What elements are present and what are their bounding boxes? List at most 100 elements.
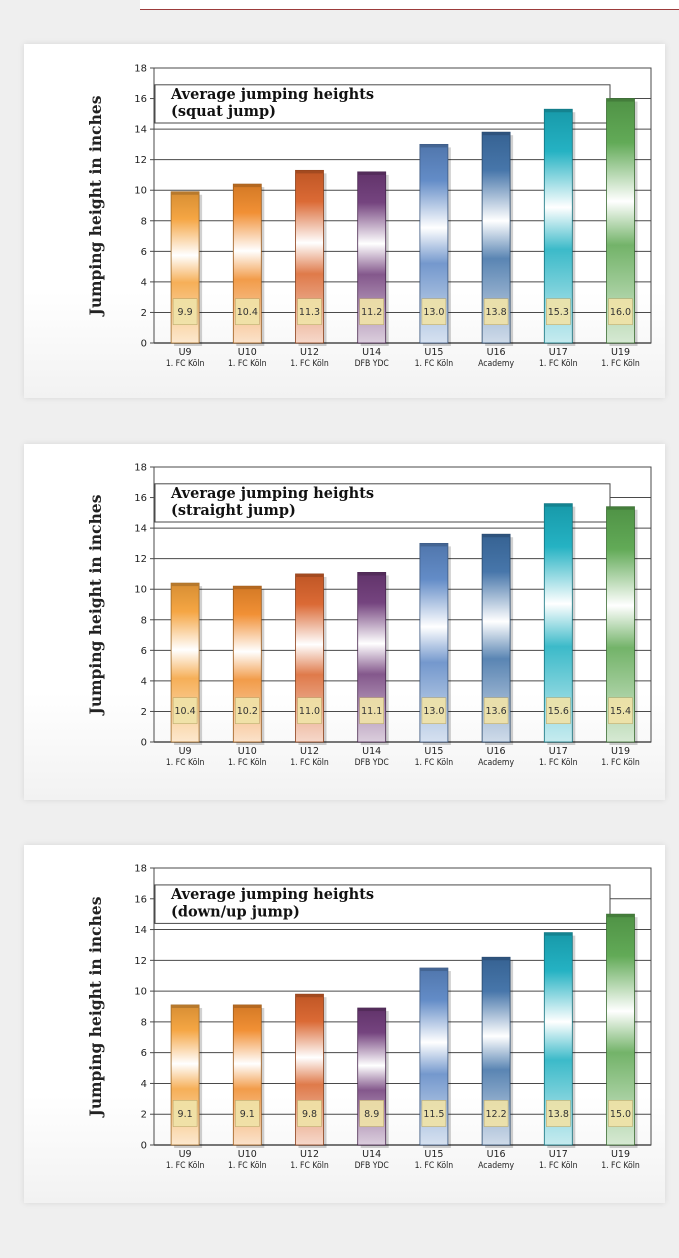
value-label: 10.4 <box>175 706 196 717</box>
chart-subtitle: (squat jump) <box>171 103 276 120</box>
value-label: 15.6 <box>548 706 569 717</box>
x-tick-sublabel: DFB YDC <box>355 1161 389 1171</box>
x-tick-sublabel: 1. FC Köln <box>290 758 329 768</box>
bar-cap <box>419 968 448 972</box>
value-label: 13.8 <box>548 1109 569 1120</box>
x-tick-label: U12 <box>300 347 319 358</box>
value-label-box <box>297 298 322 325</box>
x-tick-label: U19 <box>611 1149 630 1160</box>
value-label: 12.2 <box>486 1109 507 1120</box>
title-box <box>154 884 611 924</box>
bar-cap <box>171 583 200 587</box>
x-tick-label: U17 <box>549 1149 568 1160</box>
value-label: 10.2 <box>237 706 258 717</box>
value-label-box <box>421 298 447 325</box>
value-label-box <box>483 298 509 325</box>
chart-squat-jump: 0 2 4 6 8 10 12 14 16 18 Jumping height in inches A… <box>86 64 652 369</box>
value-label-box <box>359 697 385 724</box>
bar-cap <box>482 957 511 961</box>
bar-cap <box>606 506 635 510</box>
y-tick-label: 14 <box>134 925 147 936</box>
bar-cap <box>295 573 324 577</box>
value-label-box <box>297 1100 322 1127</box>
x-tick-sublabel: Academy <box>478 359 514 369</box>
x-tick-sublabel: 1. FC Köln <box>166 758 205 768</box>
value-label-box <box>545 298 571 325</box>
y-axis-label: Jumping height in inches <box>86 896 105 1118</box>
x-tick-sublabel: 1. FC Köln <box>228 758 267 768</box>
y-tick-label: 2 <box>141 707 147 718</box>
value-label: 13.6 <box>486 706 507 717</box>
value-label: 11.2 <box>361 307 382 318</box>
y-tick-label: 4 <box>141 676 147 687</box>
value-label-box <box>235 298 260 325</box>
y-tick-label: 14 <box>134 125 147 136</box>
x-tick-label: U16 <box>487 746 506 757</box>
x-tick-label: U17 <box>549 347 568 358</box>
y-tick-label: 8 <box>141 1017 147 1028</box>
value-label-box <box>359 1100 385 1127</box>
value-label-box <box>483 1100 509 1127</box>
y-tick-label: 6 <box>141 646 147 657</box>
value-label-box <box>421 1100 447 1127</box>
x-tick-sublabel: 1. FC Köln <box>166 1161 205 1171</box>
value-label: 9.9 <box>178 307 193 318</box>
x-tick-label: U19 <box>611 746 630 757</box>
y-tick-label: 2 <box>141 308 147 319</box>
bar-cap <box>544 503 573 507</box>
value-label-box <box>172 298 198 325</box>
x-tick-label: U9 <box>179 1149 192 1160</box>
bar-cap <box>482 132 511 136</box>
y-tick-label: 0 <box>141 339 147 350</box>
y-tick-label: 10 <box>134 987 147 998</box>
y-tick-label: 10 <box>134 186 147 197</box>
bar-cap <box>233 1004 262 1008</box>
x-tick-sublabel: 1. FC Köln <box>601 758 640 768</box>
bar-cap <box>544 109 573 113</box>
chart-panel-squat: 0 2 4 6 8 10 12 14 16 18 Jumping height in inches A… <box>24 44 665 398</box>
y-axis-label: Jumping height in inches <box>86 95 105 317</box>
x-tick-sublabel: DFB YDC <box>355 758 389 768</box>
y-tick-label: 10 <box>134 585 147 596</box>
chart-title: Average jumping heights <box>170 485 374 502</box>
y-tick-label: 6 <box>141 1048 147 1059</box>
x-tick-label: U14 <box>362 1149 381 1160</box>
x-tick-label: U15 <box>424 746 443 757</box>
y-tick-label: 12 <box>134 155 147 166</box>
value-label-box <box>608 1100 633 1127</box>
value-label-box <box>359 298 385 325</box>
x-tick-label: U10 <box>238 746 257 757</box>
x-tick-label: U16 <box>487 1149 506 1160</box>
y-tick-label: 4 <box>141 1079 147 1090</box>
y-tick-label: 0 <box>141 738 147 749</box>
x-tick-label: U17 <box>549 746 568 757</box>
chart-down-up-jump: 0 2 4 6 8 10 12 14 16 18 Jumping height in inches A… <box>86 864 652 1171</box>
chart-panel-downup: 0 2 4 6 8 10 12 14 16 18 Jumping height in inches A… <box>24 845 665 1203</box>
x-tick-sublabel: DFB YDC <box>355 359 389 369</box>
y-tick-label: 18 <box>134 64 147 75</box>
bar-cap <box>171 191 200 195</box>
x-tick-sublabel: 1. FC Köln <box>539 1161 578 1171</box>
value-label: 15.3 <box>548 307 569 318</box>
top-frame-border <box>140 0 679 10</box>
value-label-box <box>545 697 571 724</box>
bar-cap <box>295 170 324 174</box>
chart-title: Average jumping heights <box>170 86 374 103</box>
y-axis-label: Jumping height in inches <box>86 494 105 716</box>
y-tick-label: 16 <box>134 493 147 504</box>
x-tick-sublabel: 1. FC Köln <box>601 359 640 369</box>
value-label: 9.1 <box>240 1109 255 1120</box>
x-tick-sublabel: 1. FC Köln <box>415 359 454 369</box>
value-label: 15.4 <box>610 706 631 717</box>
y-tick-label: 4 <box>141 277 147 288</box>
x-tick-label: U10 <box>238 347 257 358</box>
x-tick-label: U12 <box>300 1149 319 1160</box>
value-label: 13.0 <box>423 307 444 318</box>
chart-straight-jump: 0 2 4 6 8 10 12 14 16 18 Jumping height in inches A… <box>86 463 652 768</box>
value-label-box <box>297 697 322 724</box>
y-tick-label: 8 <box>141 615 147 626</box>
value-label: 16.0 <box>610 307 631 318</box>
bar-cap <box>357 572 386 576</box>
y-tick-label: 2 <box>141 1110 147 1121</box>
x-tick-label: U9 <box>179 746 192 757</box>
